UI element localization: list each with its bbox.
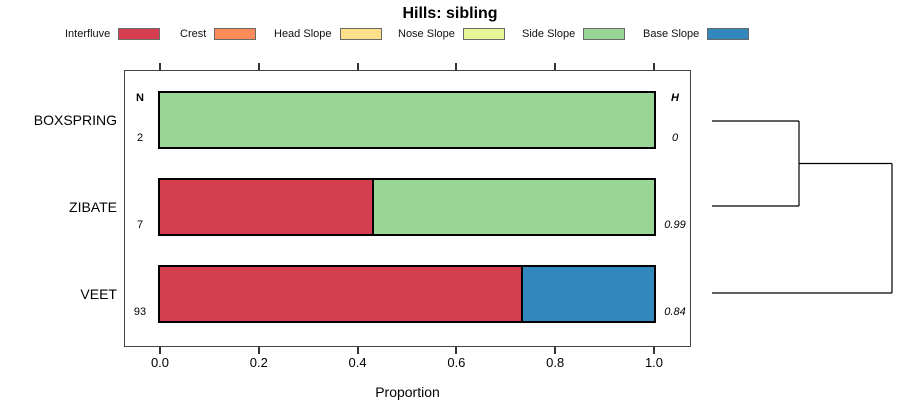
axis-tick: [159, 63, 161, 70]
axis-tick-label: 0.0: [150, 355, 170, 370]
legend-color-swatch: [707, 28, 750, 40]
h-value: 0.99: [664, 219, 686, 231]
axis-tick: [356, 63, 359, 70]
chart-title: Hills: sibling: [402, 5, 498, 22]
axis-tick-label: 0.2: [249, 355, 268, 370]
stacked-bar: [158, 178, 656, 236]
legend-item-label: Head Slope: [274, 28, 332, 40]
legend-color-swatch: [583, 28, 626, 40]
n-column-header: N: [136, 92, 144, 104]
legend-color-swatch: [214, 28, 257, 40]
axis-tick: [356, 347, 359, 354]
legend-item: Head Slope: [274, 27, 382, 41]
legend-color-swatch: [339, 28, 382, 40]
axis-tick: [257, 63, 260, 70]
legend-item: Crest: [180, 27, 257, 41]
legend-item: Side Slope: [522, 27, 626, 41]
n-value: 7: [136, 219, 144, 231]
axis-tick-label: 0.8: [546, 355, 565, 370]
axis-tick: [257, 347, 260, 354]
stacked-bar: [158, 265, 656, 323]
axis-tick-label: 0.4: [348, 355, 367, 370]
bar-row-label: VEET: [80, 286, 117, 302]
bar-segment: [160, 180, 373, 234]
bar-segment: [160, 267, 521, 321]
axis-tick: [653, 347, 655, 354]
n-value: 93: [133, 306, 147, 318]
legend-item-label: Interfluve: [65, 28, 111, 40]
axis-tick: [554, 63, 557, 70]
axis-tick: [455, 347, 458, 354]
legend-item-label: Crest: [180, 28, 207, 40]
bar-segment: [160, 93, 654, 147]
h-value: 0.84: [664, 306, 686, 318]
axis-tick-label: 1.0: [644, 355, 664, 370]
axis-tick: [653, 63, 655, 70]
x-axis-title: Proportion: [375, 384, 440, 400]
bar-row-label: BOXSPRING: [33, 112, 117, 128]
legend-color-swatch: [462, 28, 505, 40]
h-column-header: H: [671, 92, 679, 104]
legend-color-swatch: [118, 28, 161, 40]
axis-tick-label: 0.6: [447, 355, 466, 370]
bar-row-label: ZIBATE: [69, 199, 117, 215]
axis-tick: [554, 347, 557, 354]
legend-item: Interfluve: [65, 27, 161, 41]
legend-item-label: Side Slope: [522, 28, 576, 40]
legend-item: Nose Slope: [398, 27, 505, 41]
stacked-bar: [158, 91, 656, 149]
legend-item-label: Base Slope: [643, 28, 700, 40]
legend-item: Base Slope: [643, 27, 750, 41]
n-value: 2: [136, 132, 144, 144]
legend-item-label: Nose Slope: [398, 28, 455, 40]
bar-segment: [520, 267, 654, 321]
legend: Interfluve Crest Head Slope Nose Slope Side …: [0, 0, 900, 46]
bar-segment: [372, 180, 654, 234]
axis-tick: [159, 347, 161, 354]
h-value: 0: [671, 132, 679, 144]
axis-tick: [455, 63, 458, 70]
